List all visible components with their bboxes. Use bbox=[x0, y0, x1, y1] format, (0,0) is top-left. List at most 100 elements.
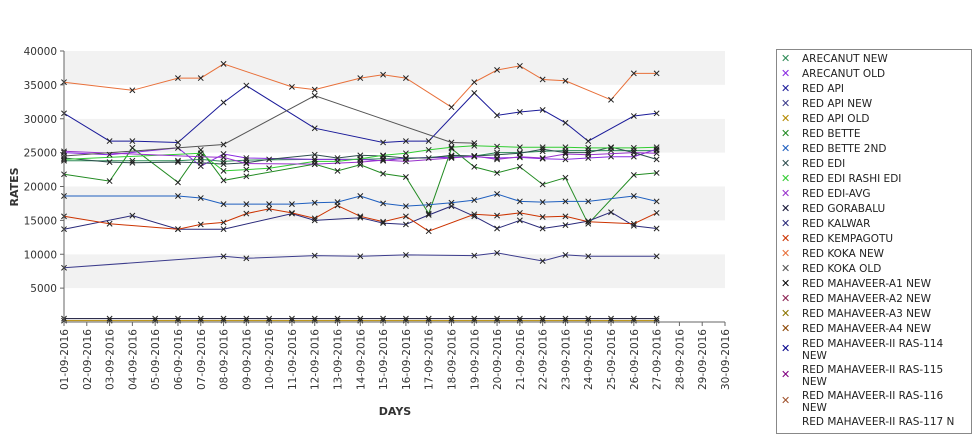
data-point bbox=[562, 144, 569, 151]
data-point bbox=[448, 139, 455, 146]
data-point bbox=[562, 77, 569, 84]
legend-marker-icon: ✕ bbox=[781, 368, 791, 381]
x-tick-label: 28-09-2016 bbox=[674, 329, 686, 390]
data-point bbox=[380, 139, 387, 146]
data-point bbox=[266, 205, 273, 212]
legend-marker-icon: ✕ bbox=[781, 322, 791, 335]
legend-label: RED MAHAVEER-II RAS-117 N bbox=[802, 416, 955, 428]
legend-label: RED EDI RASHI EDI bbox=[802, 173, 902, 185]
data-point bbox=[175, 157, 181, 164]
data-point bbox=[653, 169, 660, 176]
legend-marker-icon: ✕ bbox=[781, 52, 791, 65]
legend-label: RED MAHAVEER-A1 NEW bbox=[802, 278, 931, 290]
data-point bbox=[288, 201, 295, 208]
x-tick-label: 03-09-2016 bbox=[105, 329, 117, 390]
data-point bbox=[630, 70, 637, 77]
data-point bbox=[539, 76, 546, 83]
data-point bbox=[585, 144, 592, 151]
data-point bbox=[220, 219, 227, 226]
data-point bbox=[311, 161, 318, 168]
legend-marker-icon: ✕ bbox=[781, 127, 791, 140]
data-point bbox=[494, 190, 501, 197]
data-point bbox=[562, 222, 569, 229]
x-tick-label: 14-09-2016 bbox=[355, 329, 367, 390]
data-point bbox=[288, 209, 295, 216]
data-point bbox=[585, 149, 592, 156]
data-point bbox=[357, 159, 364, 166]
data-point bbox=[494, 67, 501, 73]
data-point bbox=[220, 226, 227, 233]
data-point bbox=[243, 155, 250, 161]
data-point bbox=[653, 198, 660, 205]
data-point bbox=[562, 151, 569, 157]
data-point bbox=[357, 253, 364, 260]
data-point bbox=[516, 198, 523, 205]
legend-label: RED KOKA NEW bbox=[802, 248, 885, 260]
legend-label: RED API NEW bbox=[802, 98, 873, 110]
data-point bbox=[471, 252, 478, 259]
series-line bbox=[63, 204, 657, 232]
data-point bbox=[471, 315, 478, 322]
series-line bbox=[64, 193, 657, 207]
data-point bbox=[425, 228, 432, 235]
plot-background bbox=[64, 51, 725, 322]
series-line bbox=[63, 147, 657, 225]
legend-label: RED KEMPAGOTU bbox=[802, 233, 894, 245]
data-point bbox=[220, 154, 227, 161]
data-point bbox=[471, 90, 478, 96]
data-point bbox=[357, 161, 364, 168]
data-point bbox=[334, 315, 341, 322]
grid-band bbox=[64, 51, 725, 85]
data-point bbox=[106, 315, 113, 322]
legend-label: RED KOKA OLD bbox=[802, 263, 882, 275]
legend-marker-icon: ✕ bbox=[781, 157, 791, 170]
data-point bbox=[402, 75, 409, 82]
data-point bbox=[539, 144, 546, 151]
data-point bbox=[311, 215, 318, 222]
data-point bbox=[380, 71, 387, 78]
legend-marker-icon: ✕ bbox=[781, 277, 791, 290]
x-tick-label: 07-09-2016 bbox=[196, 329, 208, 390]
data-point bbox=[129, 144, 136, 151]
x-tick-label: 27-09-2016 bbox=[652, 329, 664, 390]
data-point bbox=[402, 221, 409, 228]
data-point bbox=[197, 195, 204, 201]
data-point bbox=[266, 201, 273, 208]
data-point bbox=[608, 153, 614, 160]
data-point bbox=[288, 83, 295, 90]
data-point bbox=[585, 198, 592, 205]
x-tick-label: 15-09-2016 bbox=[378, 329, 390, 390]
data-point bbox=[243, 166, 250, 173]
data-point bbox=[334, 158, 341, 165]
data-point bbox=[311, 199, 318, 206]
data-point bbox=[425, 315, 432, 322]
data-point bbox=[380, 152, 387, 159]
y-tick-label: 5000 bbox=[30, 283, 57, 295]
legend-marker-icon: ✕ bbox=[781, 112, 791, 125]
legend-marker-icon: ✕ bbox=[781, 67, 791, 80]
data-point bbox=[220, 315, 227, 322]
x-tick-label: 08-09-2016 bbox=[219, 329, 231, 390]
data-point bbox=[471, 153, 478, 159]
data-point bbox=[448, 152, 455, 159]
legend-label: RED MAHAVEER-II RAS-115 NEW bbox=[802, 364, 944, 388]
legend-label: RED MAHAVEER-A2 NEW bbox=[802, 293, 931, 305]
data-point bbox=[653, 144, 660, 151]
data-point bbox=[243, 315, 250, 322]
legend-label: RED API OLD bbox=[802, 113, 870, 125]
data-point bbox=[516, 62, 523, 69]
data-point bbox=[539, 258, 546, 264]
data-point bbox=[562, 198, 569, 205]
series-line bbox=[63, 84, 657, 144]
data-point bbox=[311, 315, 318, 322]
data-point bbox=[106, 159, 113, 166]
data-point bbox=[152, 315, 159, 322]
data-point bbox=[311, 158, 318, 165]
data-point bbox=[380, 220, 387, 227]
data-point bbox=[471, 142, 478, 149]
series-line bbox=[63, 205, 657, 230]
data-point bbox=[630, 172, 637, 178]
data-point bbox=[653, 209, 660, 216]
data-point bbox=[175, 179, 181, 186]
legend-label: RED MAHAVEER-A4 NEW bbox=[802, 323, 931, 335]
